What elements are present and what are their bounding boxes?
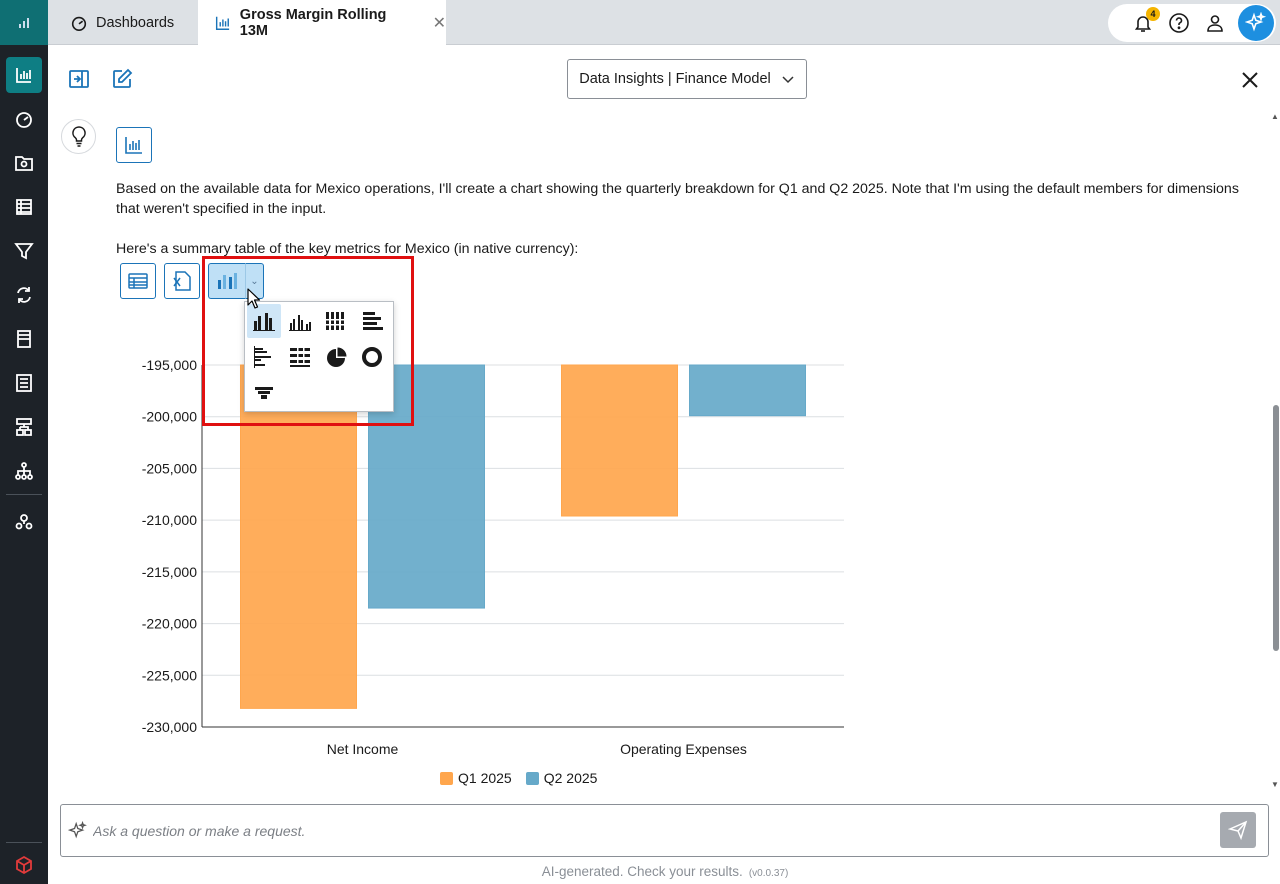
sparkle-icon <box>67 820 89 842</box>
donut-chart-option-icon[interactable] <box>355 340 389 374</box>
rail-divider <box>6 494 42 495</box>
chevron-down-icon: ⌄ <box>250 275 259 287</box>
app-logo-icon <box>19 17 29 28</box>
y-tick-label: -205,000 <box>142 460 197 476</box>
rail-ledger-icon[interactable] <box>6 365 42 401</box>
ai-assistant-icon[interactable] <box>1238 5 1274 41</box>
ask-input[interactable] <box>93 819 1193 843</box>
edit-icon[interactable] <box>109 66 135 92</box>
rail-sync-icon[interactable] <box>6 277 42 313</box>
chart-view-button[interactable] <box>208 263 245 299</box>
notification-badge: 4 <box>1146 7 1160 21</box>
clustered-bar-option-icon[interactable] <box>355 304 389 338</box>
model-select[interactable]: Data Insights | Finance Model <box>567 59 807 99</box>
rail-cube-logo-icon[interactable] <box>6 847 42 883</box>
x-tick-label: Net Income <box>327 741 399 757</box>
gauge-icon <box>71 16 87 31</box>
rail-workflow-icon[interactable] <box>6 409 42 445</box>
chevron-down-icon <box>782 76 794 84</box>
app-logo[interactable] <box>0 0 48 45</box>
tab-label: Gross Margin Rolling 13M <box>239 6 387 39</box>
bar-chart-option-icon[interactable] <box>247 340 281 374</box>
tab-bar: Dashboards Gross Margin Rolling 13M ✕ 4 <box>48 0 1280 45</box>
assistant-message: Based on the available data for Mexico o… <box>116 181 1239 217</box>
rail-book-icon[interactable] <box>6 321 42 357</box>
tab-gross-margin[interactable]: Gross Margin Rolling 13M ✕ <box>198 0 446 45</box>
rail-hierarchy-icon[interactable] <box>6 453 42 489</box>
left-navigation-rail <box>0 0 48 884</box>
y-tick-label: -230,000 <box>142 719 197 735</box>
bar-chart-icon <box>215 16 230 30</box>
lightbulb-icon[interactable] <box>61 119 96 154</box>
y-tick-label: -220,000 <box>142 616 197 632</box>
ask-input-container <box>60 804 1269 857</box>
column-chart-option-icon[interactable] <box>283 304 317 338</box>
scroll-up-icon[interactable]: ▲ <box>1271 112 1279 121</box>
legend-label: Q2 2025 <box>543 770 598 786</box>
rail-users-icon[interactable] <box>6 504 42 540</box>
send-icon <box>1228 820 1248 840</box>
bar-operating-expenses-q2 <box>689 364 806 417</box>
stacked-column-option-icon[interactable] <box>319 304 353 338</box>
tab-label: Dashboards <box>96 14 175 31</box>
y-tick-label: -225,000 <box>142 667 197 683</box>
bar-net-income-q1 <box>240 364 357 709</box>
x-tick-label: Operating Expenses <box>620 741 747 757</box>
chart-type-menu <box>244 301 394 412</box>
rail-explore-icon[interactable] <box>6 145 42 181</box>
rail-sheets-icon[interactable] <box>6 189 42 225</box>
send-button[interactable] <box>1220 812 1256 848</box>
rail-divider-bottom <box>6 842 42 843</box>
funnel-chart-option-icon[interactable] <box>247 376 281 410</box>
chart-message-icon[interactable] <box>116 127 152 163</box>
legend-swatch <box>525 771 539 785</box>
footer-disclaimer: AI-generated. Check your results. <box>541 864 743 879</box>
footer: AI-generated. Check your results. (v0.0.3… <box>0 864 1280 879</box>
bar-operating-expenses-q1 <box>561 364 678 517</box>
y-tick-label: -210,000 <box>142 512 197 528</box>
pie-chart-option-icon[interactable] <box>319 340 353 374</box>
rail-dashboard-icon[interactable] <box>6 101 42 137</box>
table-icon <box>128 273 148 289</box>
legend-swatch <box>440 771 453 785</box>
close-panel-icon[interactable] <box>1238 68 1262 92</box>
y-tick-label: -215,000 <box>142 564 197 580</box>
bell-icon[interactable]: 4 <box>1130 7 1160 36</box>
excel-icon <box>173 271 191 291</box>
legend-item-q1[interactable]: Q1 2025 <box>440 770 512 786</box>
footer-version: (v0.0.37) <box>748 868 789 879</box>
table-view-button[interactable] <box>120 263 156 299</box>
mouse-cursor-icon <box>247 288 261 309</box>
legend-label: Q1 2025 <box>458 770 512 786</box>
stacked-bar-option-icon[interactable] <box>283 340 317 374</box>
y-tick-label: -200,000 <box>142 409 197 425</box>
rail-filter-icon[interactable] <box>6 233 42 269</box>
legend-item-q2[interactable]: Q2 2025 <box>525 770 598 786</box>
assistant-message-summary: Here's a summary table of the key metric… <box>116 241 579 257</box>
help-icon[interactable] <box>1166 10 1192 36</box>
tab-dashboards[interactable]: Dashboards <box>48 0 198 45</box>
y-tick-label: -195,000 <box>142 357 197 373</box>
model-select-label: Data Insights | Finance Model <box>579 71 771 87</box>
scroll-down-icon[interactable]: ▼ <box>1271 780 1279 789</box>
scrollbar-thumb[interactable] <box>1273 405 1279 651</box>
column-chart-icon <box>218 273 237 289</box>
chart-legend: Q1 2025 Q2 2025 <box>440 770 597 786</box>
rail-reports-icon[interactable] <box>6 57 42 93</box>
excel-export-button[interactable] <box>164 263 200 299</box>
tab-close-icon[interactable]: ✕ <box>432 14 446 32</box>
user-icon[interactable] <box>1202 10 1228 36</box>
clustered-column-option-icon[interactable] <box>247 304 281 338</box>
top-actions: 4 <box>1108 4 1276 42</box>
collapse-panel-icon[interactable] <box>66 66 92 92</box>
